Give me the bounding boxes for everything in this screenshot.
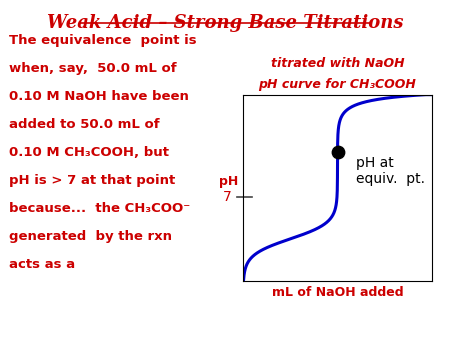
Text: pH is > 7 at that point: pH is > 7 at that point — [9, 174, 175, 187]
Point — [334, 150, 341, 155]
Text: acts as a: acts as a — [9, 258, 75, 271]
Text: Weak Acid – Strong Base Titrations: Weak Acid – Strong Base Titrations — [47, 14, 403, 31]
Text: generated  by the rxn: generated by the rxn — [9, 230, 172, 243]
Text: 7: 7 — [223, 190, 232, 204]
Text: 0.10 M CH₃COOH, but: 0.10 M CH₃COOH, but — [9, 146, 169, 159]
Text: added to 50.0 mL of: added to 50.0 mL of — [9, 118, 160, 131]
Text: titrated with NaOH: titrated with NaOH — [271, 57, 404, 71]
Text: The equivalence  point is: The equivalence point is — [9, 34, 197, 47]
X-axis label: mL of NaOH added: mL of NaOH added — [272, 286, 403, 299]
Text: pH at
equiv.  pt.: pH at equiv. pt. — [356, 156, 425, 186]
Text: when, say,  50.0 mL of: when, say, 50.0 mL of — [9, 62, 176, 75]
Text: pH curve for CH₃COOH: pH curve for CH₃COOH — [259, 78, 416, 91]
Text: 0.10 M NaOH have been: 0.10 M NaOH have been — [9, 90, 189, 103]
Y-axis label: pH: pH — [220, 175, 239, 188]
Text: because...  the CH₃COO⁻: because... the CH₃COO⁻ — [9, 202, 190, 215]
